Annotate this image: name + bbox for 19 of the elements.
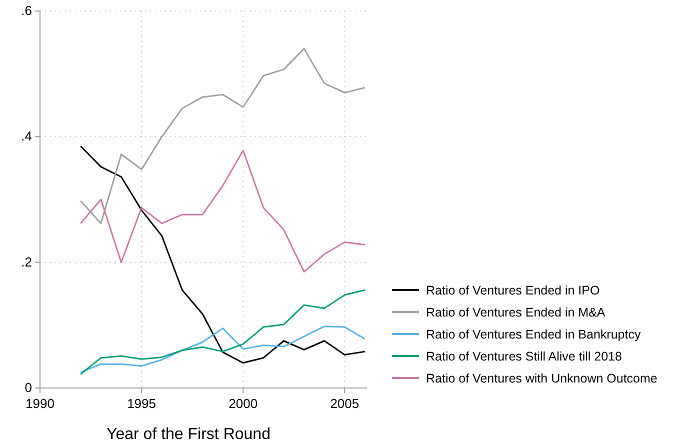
legend-label: Ratio of Ventures Ended in IPO <box>426 284 600 298</box>
y-tick-label: 0 <box>24 380 32 395</box>
x-axis-title: Year of the First Round <box>106 426 270 443</box>
x-tick-label: 1995 <box>127 396 156 411</box>
line-series <box>80 326 366 374</box>
y-tick-label: .4 <box>21 128 32 144</box>
legend-label: Ratio of Ventures Ended in M&A <box>426 306 606 320</box>
line-series <box>80 48 366 224</box>
y-tick-label: .6 <box>21 3 32 18</box>
x-tick-label: 2000 <box>228 396 258 411</box>
line-series <box>80 145 366 364</box>
legend-label: Ratio of Ventures Ended in Bankruptcy <box>426 328 642 342</box>
line-series <box>80 289 366 375</box>
legend-label: Ratio of Ventures Still Alive till 2018 <box>426 350 622 364</box>
x-tick-label: 1990 <box>26 396 54 411</box>
x-tick-label: 2005 <box>330 396 360 411</box>
legend-label: Ratio of Ventures with Unknown Outcome <box>426 372 658 386</box>
y-tick-label: .2 <box>21 254 32 270</box>
line-series <box>80 150 366 273</box>
